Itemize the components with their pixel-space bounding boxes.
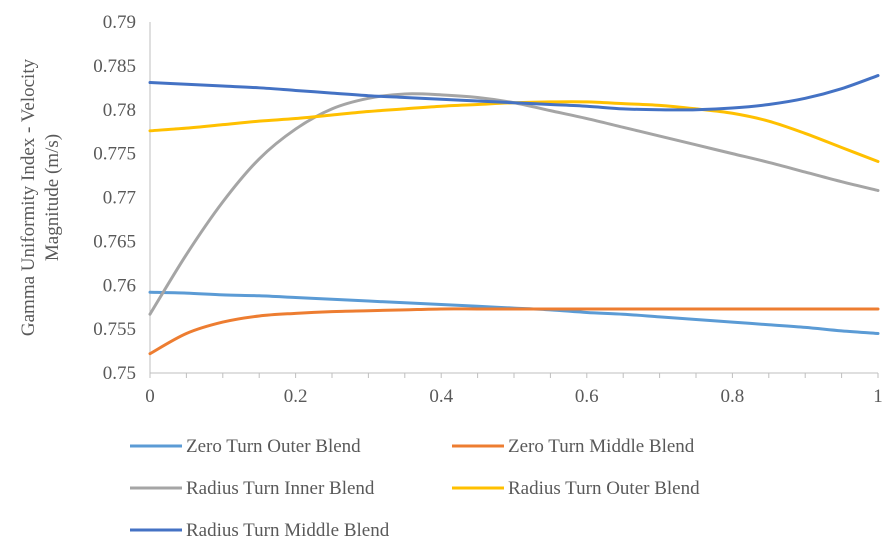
x-tick-label: 0.8 (721, 386, 745, 407)
legend: Zero Turn Outer Blend Zero Turn Middle Bl… (130, 436, 700, 541)
y-axis-title-line: Gamma Uniformity Index - Velocity (18, 58, 39, 336)
legend-label-radius-turn-middle-blend: Radius Turn Middle Blend (186, 520, 390, 541)
y-tick-label: 0.76 (103, 275, 136, 296)
y-tick-label: 0.78 (103, 100, 136, 121)
x-tick-label: 0.2 (284, 386, 308, 407)
legend-label-radius-turn-outer-blend: Radius Turn Outer Blend (508, 478, 700, 499)
legend-label-zero-turn-middle-blend: Zero Turn Middle Blend (508, 436, 695, 457)
y-tick-label: 0.755 (93, 319, 136, 340)
y-tick-label: 0.775 (93, 144, 136, 165)
y-axis-title-line: Magnitude (m/s) (42, 134, 63, 261)
series-line-radius-turn-outer-blend (148, 100, 880, 164)
x-tick-label: 0.4 (429, 386, 453, 407)
y-axis-title: Gamma Uniformity Index - Velocity Magnitu… (18, 58, 63, 336)
x-tick-label: 0.6 (575, 386, 599, 407)
series-line-radius-turn-middle-blend (148, 74, 880, 112)
x-tick-label: 0 (145, 386, 155, 407)
y-tick-label: 0.765 (93, 231, 136, 252)
y-axis-tick-labels: 0.75 0.755 0.76 0.765 0.77 0.775 0.78 0.785 0.79 (93, 12, 136, 384)
series-line-zero-turn-middle-blend (148, 307, 880, 356)
series-line-radius-turn-inner-blend (148, 92, 880, 316)
legend-label-zero-turn-outer-blend: Zero Turn Outer Blend (186, 436, 361, 457)
y-tick-label: 0.77 (103, 188, 136, 209)
series-lines (148, 74, 880, 356)
y-tick-label: 0.79 (103, 12, 136, 33)
x-axis-tick-labels: 0 0.2 0.4 0.6 0.8 1 (145, 386, 883, 407)
y-tick-label: 0.785 (93, 56, 136, 77)
y-tick-label: 0.75 (103, 363, 136, 384)
series-line-zero-turn-outer-blend (148, 290, 880, 336)
x-tick-label: 1 (873, 386, 883, 407)
legend-label-radius-turn-inner-blend: Radius Turn Inner Blend (186, 478, 375, 499)
